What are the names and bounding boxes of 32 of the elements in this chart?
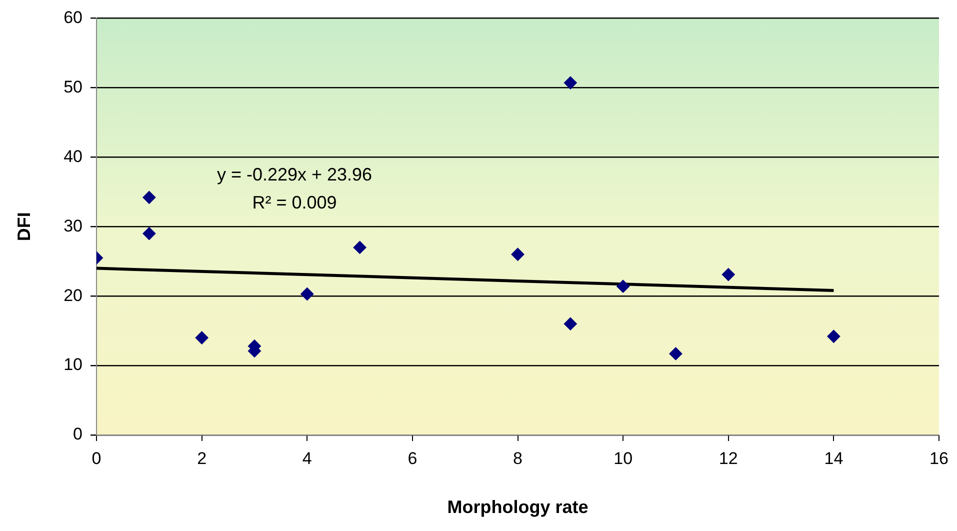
y-tick-label: 60	[64, 8, 83, 27]
x-tick-label: 10	[614, 448, 633, 468]
x-tick-label: 8	[513, 448, 522, 468]
point	[669, 347, 682, 360]
x-tick-label: 2	[197, 448, 207, 468]
point	[564, 317, 577, 330]
point	[827, 330, 840, 343]
point	[564, 76, 577, 90]
x-tick-label: 4	[302, 448, 312, 468]
x-tick-label: 0	[92, 448, 102, 468]
point	[511, 248, 524, 261]
point	[722, 268, 735, 282]
y-tick-label: 0	[73, 424, 83, 444]
point	[195, 331, 208, 344]
y-tick-label: 40	[64, 146, 83, 166]
y-tick-label: 10	[64, 355, 83, 374]
y-tick-label: 50	[64, 77, 83, 96]
annotation: R² = 0.009	[252, 192, 337, 213]
point	[616, 280, 630, 293]
x-tick-label: 6	[408, 448, 418, 468]
x-tick-label: 16	[930, 448, 948, 468]
annotation: y = -0.229x + 23.96	[216, 164, 372, 185]
y-axis-title: DFI	[14, 212, 34, 242]
point	[300, 287, 314, 300]
y-tick-label: 30	[64, 216, 83, 236]
point	[353, 240, 366, 254]
x-tick-label: 12	[718, 448, 738, 468]
y-tick-label: 20	[64, 286, 83, 305]
x-axis-title: Morphology rate	[447, 497, 588, 518]
point	[142, 190, 156, 204]
x-tick-label: 14	[824, 448, 844, 468]
point	[142, 227, 156, 240]
